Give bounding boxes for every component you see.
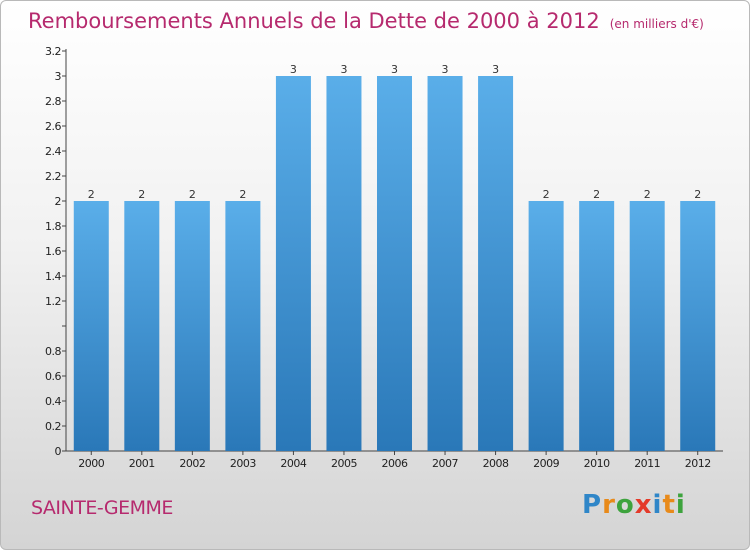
- x-tick-label: 2010: [584, 457, 610, 470]
- x-tick-label: 2000: [78, 457, 104, 470]
- logo-letter: x: [634, 490, 653, 520]
- logo-letter: i: [675, 490, 686, 520]
- bar: [478, 76, 514, 451]
- bar: [73, 201, 109, 451]
- y-tick-label: 3.2: [45, 45, 61, 58]
- y-tick-label: 1.8: [45, 220, 61, 233]
- data-label: 3: [442, 63, 449, 76]
- logo-letter: i: [652, 490, 663, 520]
- y-tick-label: 3: [55, 70, 62, 83]
- bar: [427, 76, 463, 451]
- x-tick-label: 2007: [432, 457, 458, 470]
- y-tick-label: 0.2: [45, 420, 61, 433]
- x-tick-label: 2001: [129, 457, 155, 470]
- bar: [629, 201, 665, 451]
- bar: [275, 76, 311, 451]
- x-tick-label: 2003: [230, 457, 256, 470]
- bar: [528, 201, 564, 451]
- x-tick-label: 2011: [634, 457, 660, 470]
- chart-subtitle: (en milliers d'€): [609, 17, 704, 31]
- y-tick-label: 2.2: [45, 170, 61, 183]
- y-tick-label: 0.8: [45, 345, 61, 358]
- data-label: 2: [138, 188, 145, 201]
- data-label: 3: [340, 63, 347, 76]
- data-label: 2: [593, 188, 600, 201]
- y-tick-label: 2.4: [45, 145, 61, 158]
- bar: [124, 201, 160, 451]
- y-tick-label: 2: [55, 195, 62, 208]
- bar: [326, 76, 362, 451]
- data-label: 2: [644, 188, 651, 201]
- commune-name: SAINTE-GEMME: [31, 497, 173, 519]
- y-tick-label: 0.6: [45, 370, 61, 383]
- y-tick-label: 0.4: [45, 395, 61, 408]
- y-tick-label: 0: [55, 445, 62, 458]
- logo-letter: r: [602, 490, 616, 520]
- x-tick-label: 2004: [280, 457, 306, 470]
- y-tick-label: 2.8: [45, 95, 61, 108]
- chart-title: Remboursements Annuels de la Dette de 20…: [28, 9, 704, 33]
- x-tick-label: 2002: [179, 457, 205, 470]
- data-label: 3: [290, 63, 297, 76]
- data-label: 2: [543, 188, 550, 201]
- x-tick-label: 2012: [685, 457, 711, 470]
- x-tick-label: 2008: [483, 457, 509, 470]
- bar: [377, 76, 412, 451]
- title-text: Remboursements Annuels de la Dette de 20…: [28, 9, 600, 33]
- data-label: 2: [239, 188, 246, 201]
- data-label: 2: [189, 188, 196, 201]
- data-label: 2: [88, 188, 95, 201]
- y-tick-label: 1.2: [45, 295, 61, 308]
- bar: [579, 201, 615, 451]
- bar: [680, 201, 716, 451]
- logo-letter: P: [582, 490, 603, 520]
- proxiti-logo: Proxiti: [582, 490, 686, 520]
- data-label: 3: [391, 63, 398, 76]
- bar: [174, 201, 210, 451]
- logo-letter: t: [662, 490, 676, 520]
- y-tick-label: 1.4: [45, 270, 61, 283]
- logo-letter: o: [615, 490, 635, 520]
- x-tick-label: 2005: [331, 457, 357, 470]
- y-tick-label: 1.6: [45, 245, 61, 258]
- x-tick-label: 2006: [382, 457, 408, 470]
- y-tick-label: 2.6: [45, 120, 61, 133]
- data-label: 2: [694, 188, 701, 201]
- x-tick-label: 2009: [533, 457, 559, 470]
- data-label: 3: [492, 63, 499, 76]
- bar: [225, 201, 261, 451]
